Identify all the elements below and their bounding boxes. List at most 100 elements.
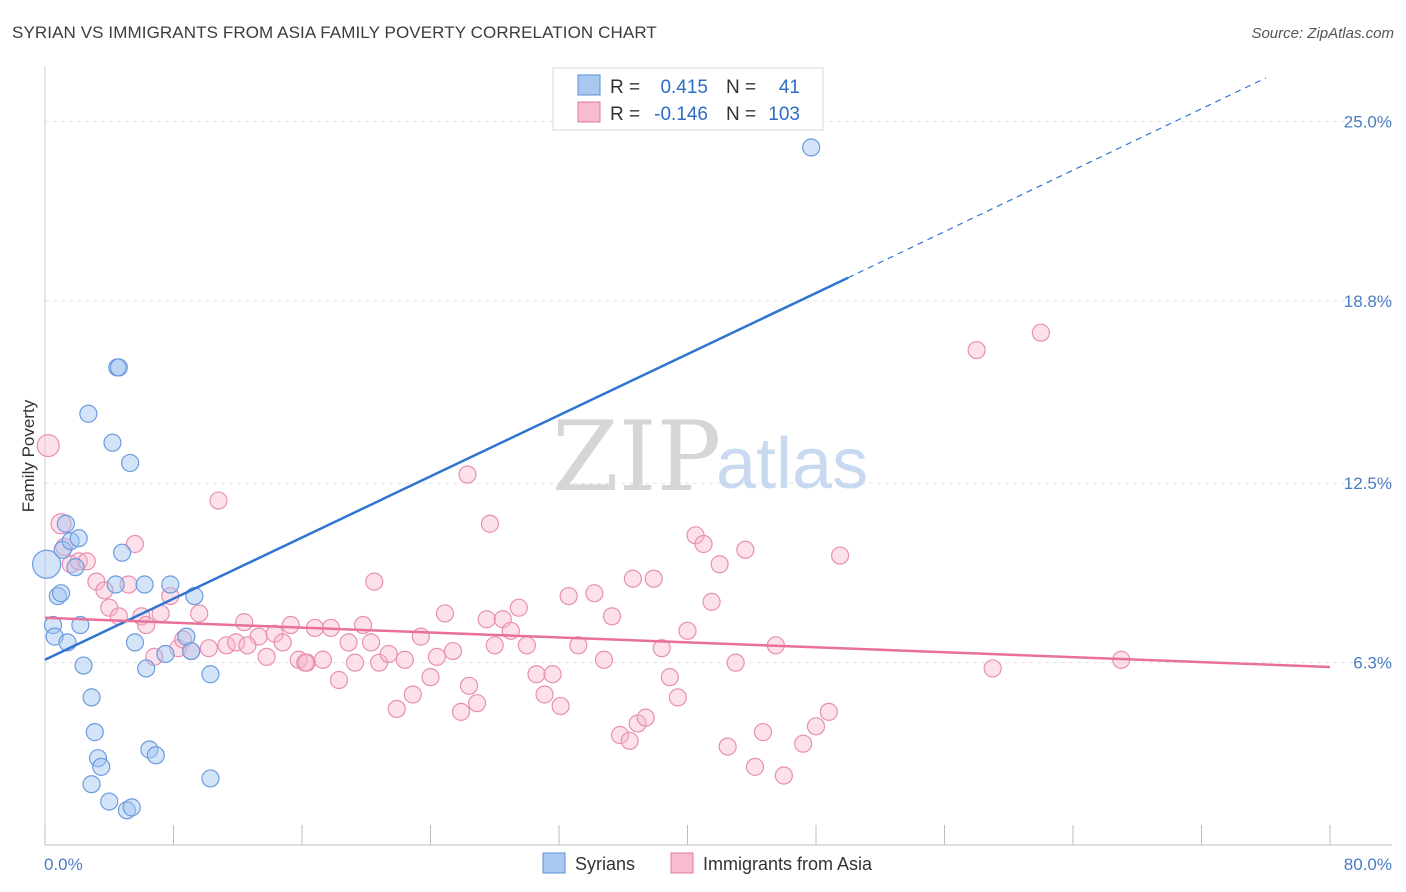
point-immigrants-from-asia	[296, 653, 315, 672]
y-tick-labels: 6.3% 12.5% 18.8% 25.0%	[1344, 112, 1392, 672]
point-immigrants-from-asia	[119, 575, 138, 594]
point-immigrants-from-asia	[257, 647, 276, 666]
point-immigrants-from-asia	[736, 540, 755, 559]
point-immigrants-from-asia	[227, 633, 246, 652]
point-immigrants-from-asia	[36, 433, 60, 458]
point-syrians	[122, 798, 141, 817]
point-immigrants-from-asia	[509, 598, 528, 617]
point-immigrants-from-asia	[329, 670, 349, 690]
point-syrians	[109, 358, 128, 377]
source-attribution: Source: ZipAtlas.com	[1251, 25, 1394, 42]
point-syrians	[201, 769, 220, 788]
bottom-legend-swatch-immigrants	[670, 852, 694, 874]
point-immigrants-from-asia	[427, 647, 447, 666]
legend-n-value-syrians: 41	[779, 77, 800, 98]
point-syrians	[43, 615, 63, 635]
point-syrians	[48, 586, 67, 606]
point-immigrants-from-asia	[702, 592, 721, 611]
bottom-legend-swatch-syrians	[542, 852, 566, 874]
point-immigrants-from-asia	[403, 685, 422, 704]
point-immigrants-from-asia	[623, 569, 642, 588]
point-immigrants-from-asia	[485, 636, 504, 655]
trend-lines	[44, 77, 1331, 669]
point-immigrants-from-asia	[1031, 323, 1050, 342]
point-syrians	[125, 633, 145, 652]
point-immigrants-from-asia	[585, 584, 604, 603]
point-immigrants-from-asia	[361, 633, 381, 652]
point-immigrants-from-asia	[238, 636, 257, 655]
point-immigrants-from-asia	[610, 725, 630, 745]
point-immigrants-from-asia	[273, 633, 292, 652]
point-immigrants-from-asia	[569, 636, 588, 655]
point-immigrants-from-asia	[819, 702, 838, 721]
point-immigrants-from-asia	[125, 534, 145, 554]
point-syrians	[161, 575, 180, 594]
point-immigrants-from-asia	[467, 694, 487, 713]
point-immigrants-from-asia	[527, 665, 546, 684]
bottom-legend-label-syrians: Syrians	[575, 854, 635, 874]
point-syrians	[92, 757, 111, 776]
point-immigrants-from-asia	[806, 717, 826, 736]
point-immigrants-from-asia	[551, 696, 570, 716]
point-syrians	[51, 584, 71, 603]
point-syrians	[117, 801, 137, 820]
point-immigrants-from-asia	[379, 644, 398, 664]
point-syrians	[106, 575, 125, 594]
point-immigrants-from-asia	[644, 569, 663, 588]
legend-r-label-immigrants: R =	[610, 104, 640, 125]
legend-r-value-syrians: 0.415	[660, 77, 708, 98]
point-immigrants-from-asia	[983, 659, 1002, 678]
watermark: ZIP atlas	[552, 401, 868, 513]
point-immigrants-from-asia	[774, 766, 793, 785]
point-immigrants-from-asia	[345, 653, 365, 672]
point-immigrants-from-asia	[694, 534, 713, 554]
bottom-legend: Syrians Immigrants from Asia	[542, 852, 873, 874]
trend-line-immigrants-from-asia	[44, 616, 1331, 669]
point-immigrants-from-asia	[718, 737, 737, 756]
trend-line-syrians-extension	[847, 77, 1267, 279]
point-syrians	[112, 543, 132, 562]
bottom-legend-label-immigrants: Immigrants from Asia	[703, 854, 873, 874]
point-syrians	[121, 453, 140, 473]
point-syrians	[201, 665, 220, 684]
legend-n-value-immigrants: 103	[768, 104, 800, 125]
x-tick-label-max: 80.0%	[1344, 855, 1392, 874]
point-immigrants-from-asia	[594, 650, 614, 669]
point-immigrants-from-asia	[636, 708, 655, 727]
point-syrians	[79, 404, 98, 423]
point-immigrants-from-asia	[313, 650, 332, 669]
point-immigrants-from-asia	[543, 665, 562, 684]
trend-line-syrians	[44, 276, 849, 661]
point-syrians	[66, 558, 85, 577]
point-immigrants-from-asia	[535, 685, 554, 704]
point-immigrants-from-asia	[411, 627, 430, 646]
legend-n-label-syrians: N =	[726, 77, 756, 98]
point-syrians	[32, 549, 62, 579]
point-syrians	[56, 514, 75, 533]
point-immigrants-from-asia	[620, 731, 639, 750]
series-syrians	[32, 138, 821, 820]
point-syrians	[100, 792, 119, 811]
point-immigrants-from-asia	[50, 513, 72, 535]
x-tick-label-min: 0.0%	[44, 855, 83, 874]
point-syrians	[82, 775, 101, 794]
point-immigrants-from-asia	[387, 699, 406, 719]
point-syrians	[135, 575, 154, 594]
series-immigrants-from-asia	[36, 323, 1131, 785]
point-immigrants-from-asia	[477, 610, 496, 629]
point-syrians	[802, 138, 821, 157]
point-syrians	[177, 627, 196, 646]
point-immigrants-from-asia	[435, 604, 455, 623]
point-immigrants-from-asia	[967, 340, 986, 360]
watermark-zip: ZIP	[552, 401, 721, 513]
point-immigrants-from-asia	[726, 653, 745, 672]
point-immigrants-from-asia	[660, 668, 679, 687]
point-immigrants-from-asia	[668, 688, 687, 707]
point-immigrants-from-asia	[77, 552, 96, 571]
point-syrians	[74, 656, 93, 675]
grid-lines	[45, 120, 1392, 664]
point-immigrants-from-asia	[443, 641, 463, 661]
legend-swatch-syrians	[577, 74, 601, 96]
axes	[44, 66, 1392, 846]
